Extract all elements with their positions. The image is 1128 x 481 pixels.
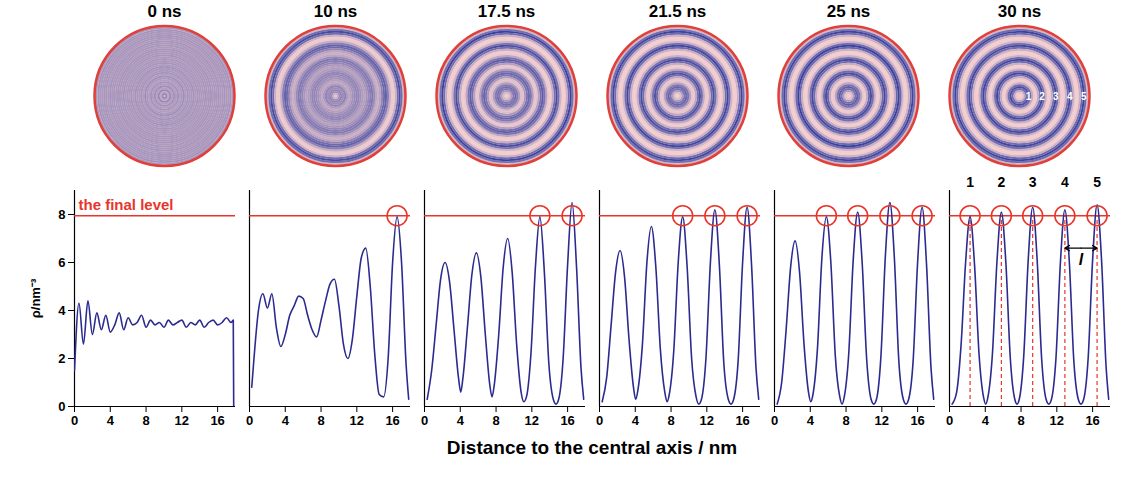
- svg-text:25 ns: 25 ns: [827, 2, 870, 21]
- svg-text:16: 16: [910, 413, 924, 428]
- svg-text:0 ns: 0 ns: [147, 2, 181, 21]
- svg-text:12: 12: [700, 413, 714, 428]
- svg-text:16: 16: [560, 413, 574, 428]
- svg-text:2: 2: [997, 174, 1005, 190]
- svg-text:1: 1: [966, 174, 974, 190]
- svg-text:ρ/nm⁻³: ρ/nm⁻³: [28, 278, 43, 318]
- svg-text:21.5 ns: 21.5 ns: [649, 2, 707, 21]
- svg-text:5: 5: [1093, 174, 1101, 190]
- svg-text:8: 8: [142, 413, 149, 428]
- svg-text:4: 4: [107, 413, 115, 428]
- svg-text:the final level: the final level: [79, 196, 174, 213]
- svg-text:3: 3: [1053, 91, 1059, 102]
- svg-text:0: 0: [58, 399, 65, 414]
- svg-text:4: 4: [1061, 174, 1069, 190]
- svg-text:30 ns: 30 ns: [998, 2, 1041, 21]
- svg-text:0: 0: [946, 413, 953, 428]
- svg-text:8: 8: [1017, 413, 1024, 428]
- svg-text:6: 6: [58, 255, 65, 270]
- svg-text:0: 0: [71, 413, 78, 428]
- html-text:Distance to the central axis /: Distance to the central axis / nm: [446, 437, 738, 458]
- svg-text:4: 4: [58, 303, 66, 318]
- svg-text:0: 0: [596, 413, 603, 428]
- svg-text:3: 3: [1029, 174, 1037, 190]
- svg-text:12: 12: [1050, 413, 1064, 428]
- svg-text:12: 12: [350, 413, 364, 428]
- svg-text:4: 4: [632, 413, 640, 428]
- svg-text:16: 16: [210, 413, 224, 428]
- svg-text:4: 4: [1067, 91, 1073, 102]
- svg-text:2: 2: [1039, 91, 1045, 102]
- svg-text:12: 12: [175, 413, 189, 428]
- svg-text:8: 8: [842, 413, 849, 428]
- svg-text:0: 0: [421, 413, 428, 428]
- svg-text:10 ns: 10 ns: [314, 2, 357, 21]
- svg-text:8: 8: [58, 207, 65, 222]
- svg-text:16: 16: [385, 413, 399, 428]
- svg-text:12: 12: [525, 413, 539, 428]
- svg-text:4: 4: [982, 413, 990, 428]
- svg-text:16: 16: [1085, 413, 1099, 428]
- svg-text:8: 8: [317, 413, 324, 428]
- svg-text:4: 4: [457, 413, 465, 428]
- svg-text:8: 8: [667, 413, 674, 428]
- svg-text:17.5 ns: 17.5 ns: [478, 2, 536, 21]
- svg-text:1: 1: [1026, 91, 1032, 102]
- svg-text:16: 16: [735, 413, 749, 428]
- svg-text:12: 12: [875, 413, 889, 428]
- svg-text:5: 5: [1081, 91, 1087, 102]
- svg-text:2: 2: [58, 351, 65, 366]
- svg-text:4: 4: [807, 413, 815, 428]
- svg-text:l: l: [1079, 251, 1084, 268]
- svg-text:0: 0: [246, 413, 253, 428]
- svg-text:8: 8: [492, 413, 499, 428]
- svg-text:0: 0: [771, 413, 778, 428]
- svg-text:4: 4: [282, 413, 290, 428]
